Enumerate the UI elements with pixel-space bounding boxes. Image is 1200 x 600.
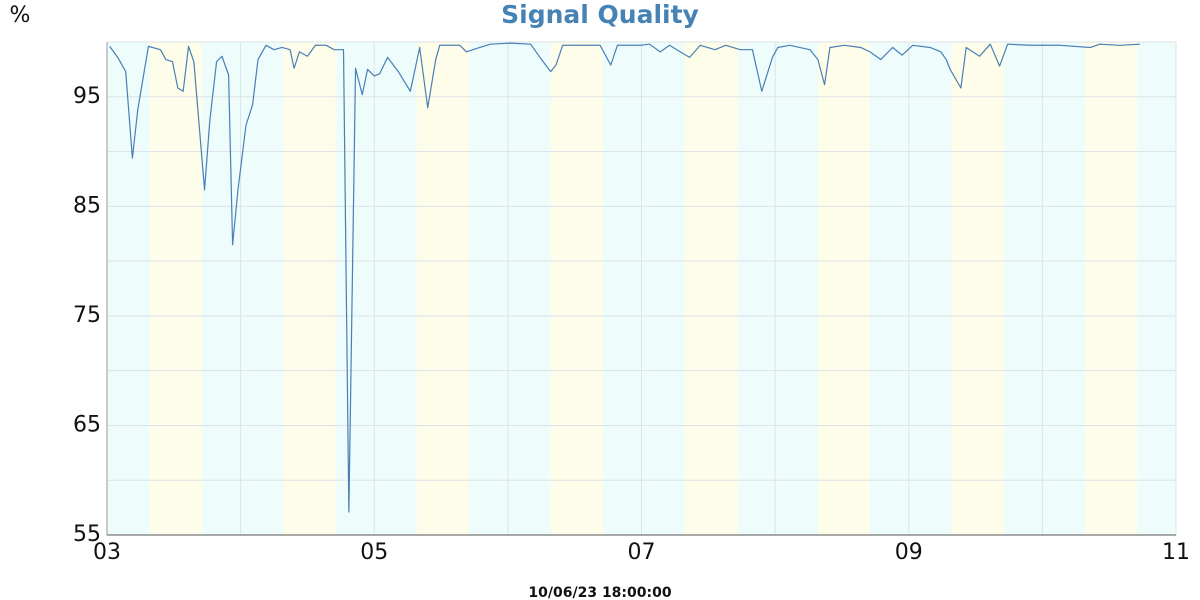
x-tick-label: 11 bbox=[1162, 540, 1190, 565]
x-tick-label: 09 bbox=[895, 540, 923, 565]
y-tick-label: 55 bbox=[73, 522, 101, 547]
y-axis-label: % bbox=[10, 3, 31, 28]
shaded-band bbox=[550, 42, 603, 535]
shaded-band bbox=[951, 42, 1004, 535]
y-tick-label: 65 bbox=[73, 412, 101, 437]
y-tick-label: 75 bbox=[73, 303, 101, 328]
shaded-band bbox=[149, 42, 202, 535]
y-tick-label: 95 bbox=[73, 84, 101, 109]
shaded-band bbox=[417, 42, 470, 535]
shaded-band bbox=[1085, 42, 1138, 535]
shaded-band bbox=[283, 42, 336, 535]
shaded-band bbox=[684, 42, 738, 535]
y-tick-label: 85 bbox=[73, 193, 101, 218]
data-line bbox=[109, 42, 1140, 513]
x-tick-label: 03 bbox=[93, 540, 121, 565]
annotation: 10/06/23 18:00:00 bbox=[528, 585, 671, 600]
shaded-band bbox=[817, 42, 870, 535]
x-tick-label: 07 bbox=[628, 540, 656, 565]
x-tick-label: 05 bbox=[360, 540, 388, 565]
chart-title: Signal Quality bbox=[501, 0, 699, 29]
